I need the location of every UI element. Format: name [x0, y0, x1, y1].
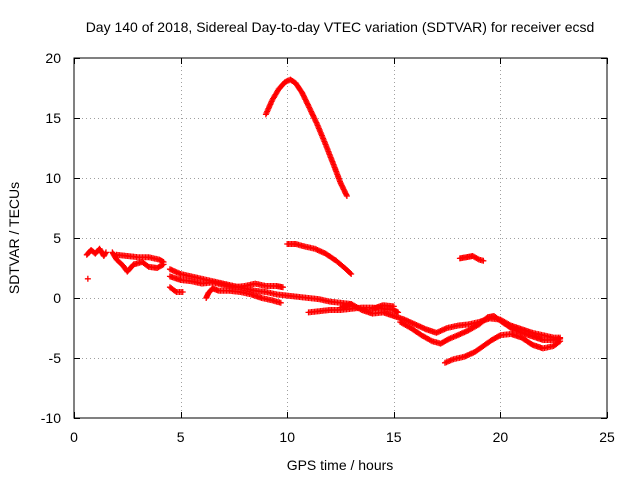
series-arc-k [397, 313, 564, 347]
y-tick-label: 0 [53, 290, 61, 306]
data-points [83, 76, 564, 366]
series-arc-early [83, 245, 109, 259]
data-point [84, 275, 91, 282]
x-axis-label: GPS time / hours [287, 457, 394, 473]
y-tick-label: -10 [41, 410, 61, 426]
data-point [179, 289, 186, 295]
data-point [357, 306, 364, 313]
x-tick-label: 25 [599, 429, 615, 445]
data-point [208, 286, 215, 293]
data-point [160, 259, 167, 265]
data-point [555, 339, 562, 346]
y-tick-label: 10 [45, 170, 61, 186]
series-arc-m [456, 253, 487, 264]
data-point [279, 284, 286, 291]
x-tick-label: 10 [279, 429, 295, 445]
data-point [102, 250, 109, 257]
data-point [427, 337, 434, 344]
y-axis-label: SDTVAR / TECUs [6, 182, 22, 294]
series-arc-f [209, 285, 284, 306]
x-tick-label: 20 [493, 429, 509, 445]
y-tick-label: 15 [45, 110, 61, 126]
y-tick-label: 5 [53, 230, 61, 246]
data-point [172, 288, 179, 295]
data-point [102, 249, 109, 256]
series-arc-j [369, 302, 397, 312]
data-point [209, 285, 216, 292]
series-arc-g [203, 285, 216, 301]
y-tick-label: 20 [45, 50, 61, 66]
series-arc-e [166, 284, 186, 295]
x-tick-label: 15 [386, 429, 402, 445]
y-tick-label: -5 [49, 350, 62, 366]
data-point [474, 255, 481, 262]
data-point [390, 303, 397, 310]
series-arc-early-point [84, 275, 91, 282]
x-tick-label: 0 [70, 429, 78, 445]
tick-labels: 0 5 10 15 20 25 -10 -5 0 5 10 15 20 [41, 50, 615, 445]
chart-title: Day 140 of 2018, Sidereal Day-to-day VTE… [86, 19, 595, 35]
data-point [343, 193, 350, 199]
data-point [347, 270, 354, 276]
series-arc-b [113, 251, 167, 265]
plot-frame [73, 57, 608, 419]
data-point [277, 299, 284, 306]
data-point [557, 338, 564, 345]
x-tick-label: 5 [177, 429, 185, 445]
data-point [480, 257, 487, 264]
series-arc-peak [262, 76, 350, 199]
data-point [348, 271, 355, 277]
data-point [496, 332, 503, 339]
series-arc-mid [284, 241, 355, 277]
data-point [144, 262, 151, 269]
grid-lines [74, 58, 607, 418]
series-arc-l [441, 331, 564, 366]
